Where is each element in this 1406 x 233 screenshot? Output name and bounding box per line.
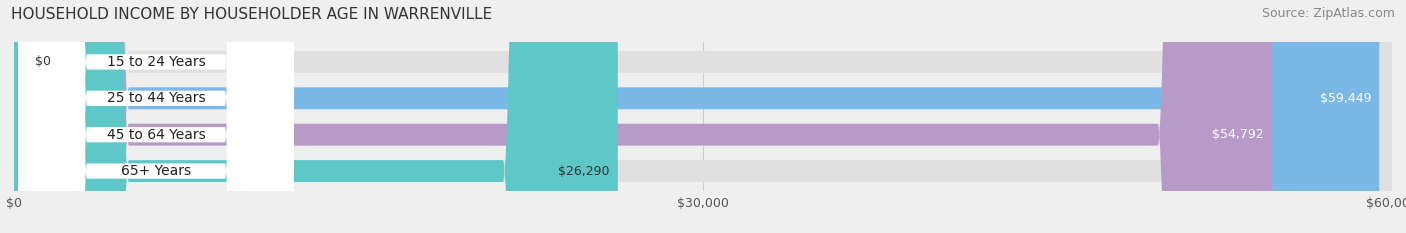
Text: $26,290: $26,290 — [558, 164, 610, 178]
Text: $0: $0 — [35, 55, 51, 69]
FancyBboxPatch shape — [14, 0, 617, 233]
FancyBboxPatch shape — [0, 0, 60, 233]
FancyBboxPatch shape — [18, 0, 294, 233]
FancyBboxPatch shape — [18, 0, 294, 233]
Text: Source: ZipAtlas.com: Source: ZipAtlas.com — [1261, 7, 1395, 20]
FancyBboxPatch shape — [14, 0, 1379, 233]
FancyBboxPatch shape — [18, 0, 294, 233]
FancyBboxPatch shape — [18, 0, 294, 233]
Text: $54,792: $54,792 — [1212, 128, 1264, 141]
FancyBboxPatch shape — [14, 0, 1392, 233]
FancyBboxPatch shape — [14, 0, 1392, 233]
Text: 25 to 44 Years: 25 to 44 Years — [107, 91, 205, 105]
FancyBboxPatch shape — [14, 0, 1392, 233]
Text: 65+ Years: 65+ Years — [121, 164, 191, 178]
Text: $59,449: $59,449 — [1319, 92, 1371, 105]
FancyBboxPatch shape — [14, 0, 1272, 233]
Text: 15 to 24 Years: 15 to 24 Years — [107, 55, 205, 69]
Text: HOUSEHOLD INCOME BY HOUSEHOLDER AGE IN WARRENVILLE: HOUSEHOLD INCOME BY HOUSEHOLDER AGE IN W… — [11, 7, 492, 22]
FancyBboxPatch shape — [14, 0, 1392, 233]
Text: 45 to 64 Years: 45 to 64 Years — [107, 128, 205, 142]
